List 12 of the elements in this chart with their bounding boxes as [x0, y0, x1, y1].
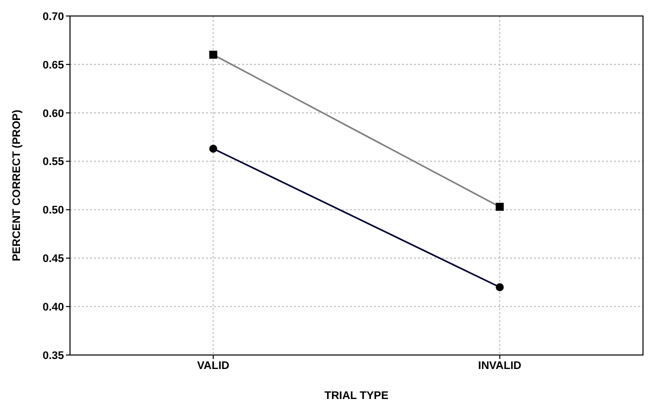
- x-axis-title: TRIAL TYPE: [324, 390, 388, 402]
- y-tick-label: 0.45: [42, 253, 64, 266]
- y-tick-label: 0.50: [42, 204, 64, 217]
- y-tick-label: 0.35: [42, 350, 64, 362]
- x-tick-label: VALID: [197, 360, 230, 372]
- y-tick-label: 0.60: [42, 108, 64, 120]
- y-tick-label: 0.70: [42, 10, 64, 23]
- y-tick-label: 0.40: [42, 301, 64, 314]
- y-tick-label: 0.55: [42, 156, 64, 168]
- y-axis-title: PERCENT CORRECT (PROP): [10, 109, 23, 262]
- y-tick-label: 0.65: [42, 59, 64, 72]
- x-tick-label: INVALID: [478, 360, 522, 372]
